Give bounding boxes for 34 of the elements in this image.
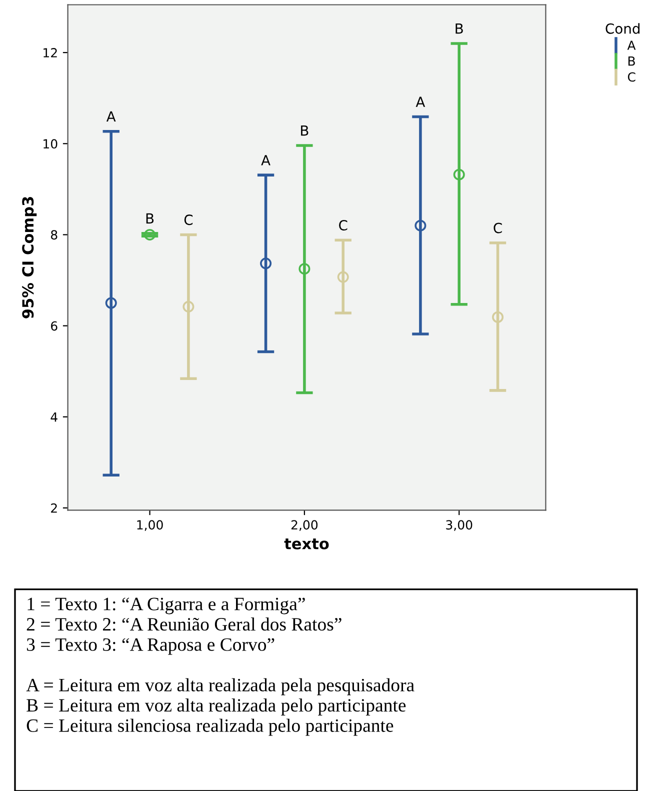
annotation: A xyxy=(106,111,116,122)
legend-label: A xyxy=(627,40,636,50)
y-tick-label: 2 xyxy=(51,503,57,513)
annotation: B xyxy=(146,213,154,224)
x-tick-label: 3,00 xyxy=(446,520,472,531)
y-tick-label: 12 xyxy=(44,48,57,58)
y-axis-title: 95% CI Comp3 xyxy=(22,197,37,318)
annotation: A xyxy=(261,155,270,166)
y-tick-label: 10 xyxy=(44,139,58,149)
point xyxy=(414,220,426,232)
legend-label: C xyxy=(628,72,636,82)
point xyxy=(453,168,465,180)
x-tick-label: 1,00 xyxy=(137,520,163,531)
y-tick-label: 8 xyxy=(50,230,58,240)
legend-title: Cond xyxy=(606,23,640,34)
point xyxy=(337,271,349,283)
point xyxy=(298,263,310,275)
annotation: C xyxy=(339,220,348,231)
y-tick-label: 6 xyxy=(51,321,58,331)
point xyxy=(260,258,272,270)
legend-label: B xyxy=(628,56,635,66)
x-axis-title: texto xyxy=(284,538,329,550)
point xyxy=(105,297,117,309)
annotation: C xyxy=(494,222,502,234)
point xyxy=(144,228,156,240)
annotation: C xyxy=(184,214,193,226)
x-tick-label: 2,00 xyxy=(291,520,318,531)
annotation: A xyxy=(416,96,426,107)
annotation: B xyxy=(301,125,308,136)
text: 1 = Texto 1: “A Cigarra e a Formiga” 2 = Texto 2: “A Reunião Geral dos Ratos” 3 = Texto 3: “A Raposa e Corvo” A = Leitura em voz alta realizada pela pesquisadora B = Leitura em voz alta realizada pelo participante C = Leitura silenciosa realizada pelo participante xyxy=(26,598,414,736)
point xyxy=(492,311,504,323)
point xyxy=(182,300,194,312)
annotation: B xyxy=(456,23,463,34)
y-tick-label: 4 xyxy=(50,412,58,422)
